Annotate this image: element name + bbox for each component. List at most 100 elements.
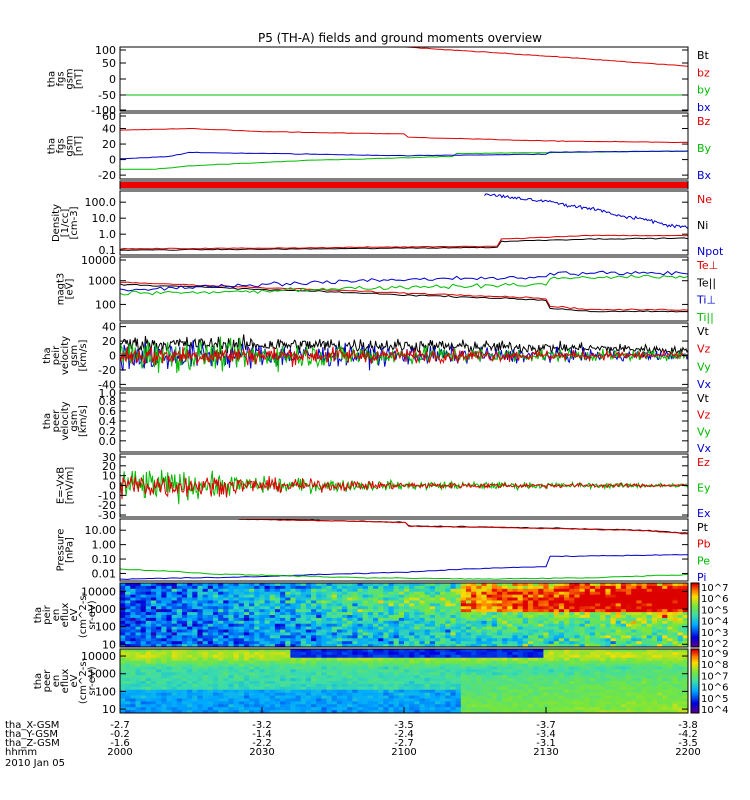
heatmap-cell bbox=[285, 675, 291, 679]
heatmap-cell bbox=[156, 681, 162, 685]
colorbar-swatch bbox=[691, 597, 699, 600]
heatmap-cell bbox=[367, 585, 374, 590]
heatmap-cell bbox=[187, 612, 193, 616]
heatmap-cell bbox=[311, 707, 317, 711]
heatmap-cell bbox=[481, 672, 488, 676]
heatmap-cell bbox=[579, 669, 586, 673]
heatmap-cell bbox=[543, 606, 550, 610]
heatmap-cell bbox=[161, 612, 168, 616]
heatmap-cell bbox=[321, 704, 328, 708]
heatmap-cell bbox=[156, 654, 162, 659]
heatmap-cell bbox=[130, 678, 137, 682]
heatmap-cell bbox=[455, 707, 462, 711]
heatmap-cell bbox=[574, 638, 581, 642]
heatmap-cell bbox=[280, 681, 286, 685]
heatmap-cell bbox=[574, 644, 581, 647]
heatmap-cell bbox=[579, 641, 586, 645]
heatmap-cell bbox=[595, 623, 601, 628]
heatmap-cell bbox=[631, 657, 637, 662]
heatmap-cell bbox=[419, 669, 426, 673]
heatmap-cell bbox=[378, 654, 384, 659]
heatmap-cell bbox=[326, 635, 333, 639]
heatmap-cell bbox=[533, 591, 539, 596]
heatmap-cell bbox=[651, 678, 658, 682]
heatmap-cell bbox=[161, 695, 168, 700]
heatmap-cell bbox=[342, 683, 348, 688]
quality-flag-bar bbox=[120, 182, 688, 188]
heatmap-cell bbox=[269, 617, 276, 622]
heatmap-cell bbox=[161, 585, 168, 590]
heatmap-cell bbox=[383, 660, 390, 665]
heatmap-cell bbox=[486, 669, 493, 673]
heatmap-cell bbox=[145, 657, 152, 662]
heatmap-cell bbox=[352, 657, 359, 662]
heatmap-cell bbox=[176, 701, 183, 705]
heatmap-cell bbox=[460, 620, 467, 625]
heatmap-cell bbox=[238, 698, 245, 702]
colorbar-swatch bbox=[691, 603, 699, 606]
heatmap-cell bbox=[450, 669, 457, 673]
heatmap-cell bbox=[367, 623, 374, 628]
heatmap-cell bbox=[558, 629, 565, 634]
heatmap-cell bbox=[527, 635, 534, 639]
heatmap-cell bbox=[429, 689, 436, 694]
heatmap-cell bbox=[651, 594, 658, 599]
heatmap-cell bbox=[274, 591, 281, 596]
heatmap-cell bbox=[259, 603, 266, 607]
heatmap-cell bbox=[130, 641, 137, 645]
heatmap-cell bbox=[311, 583, 317, 587]
heatmap-cell bbox=[471, 600, 477, 604]
heatmap-cell bbox=[569, 626, 575, 631]
heatmap-cell bbox=[409, 704, 415, 708]
heatmap-cell bbox=[269, 669, 276, 673]
heatmap-cell bbox=[367, 641, 374, 645]
heatmap-cell bbox=[161, 632, 168, 636]
heatmap-cell bbox=[161, 609, 168, 613]
heatmap-cell bbox=[373, 626, 379, 631]
heatmap-cell bbox=[651, 588, 658, 593]
heatmap-cell bbox=[512, 609, 519, 613]
heatmap-cell bbox=[254, 638, 261, 642]
heatmap-cell bbox=[569, 663, 575, 668]
heatmap-cell bbox=[533, 678, 539, 682]
heatmap-cell bbox=[445, 606, 452, 610]
heatmap-cell bbox=[249, 603, 255, 607]
heatmap-cell bbox=[496, 620, 503, 625]
heatmap-cell bbox=[233, 594, 240, 599]
colorbar-swatch bbox=[691, 600, 699, 603]
heatmap-cell bbox=[207, 704, 214, 708]
heatmap-cell bbox=[331, 689, 338, 694]
heatmap-cell bbox=[527, 678, 534, 682]
heatmap-cell bbox=[367, 654, 374, 659]
heatmap-cell bbox=[564, 629, 570, 634]
heatmap-cell bbox=[605, 675, 612, 679]
heatmap-cell bbox=[269, 623, 276, 628]
heatmap-cell bbox=[176, 692, 183, 697]
heatmap-cell bbox=[414, 654, 421, 659]
heatmap-cell bbox=[398, 609, 405, 613]
heatmap-cell bbox=[569, 620, 575, 625]
heatmap-cell bbox=[140, 704, 147, 708]
heatmap-cell bbox=[326, 626, 333, 631]
heatmap-cell bbox=[259, 704, 266, 708]
heatmap-cell bbox=[589, 615, 596, 619]
heatmap-cell bbox=[166, 615, 173, 619]
heatmap-cell bbox=[316, 681, 322, 685]
heatmap-cell bbox=[305, 600, 312, 604]
heatmap-cell bbox=[419, 654, 426, 659]
heatmap-cell bbox=[450, 710, 457, 713]
heatmap-cell bbox=[512, 692, 519, 697]
heatmap-cell bbox=[367, 591, 374, 596]
heatmap-cell bbox=[249, 617, 255, 622]
heatmap-cell bbox=[207, 701, 214, 705]
heatmap-cell bbox=[285, 626, 291, 631]
heatmap-cell bbox=[290, 678, 297, 682]
heatmap-cell bbox=[641, 672, 648, 676]
heatmap-cell bbox=[259, 649, 266, 653]
heatmap-cell bbox=[212, 623, 219, 628]
ytick-label: 1000 bbox=[88, 275, 116, 288]
heatmap-cell bbox=[615, 615, 622, 619]
heatmap-cell bbox=[507, 632, 514, 636]
heatmap-cell bbox=[176, 649, 183, 653]
heatmap-cell bbox=[667, 606, 674, 610]
